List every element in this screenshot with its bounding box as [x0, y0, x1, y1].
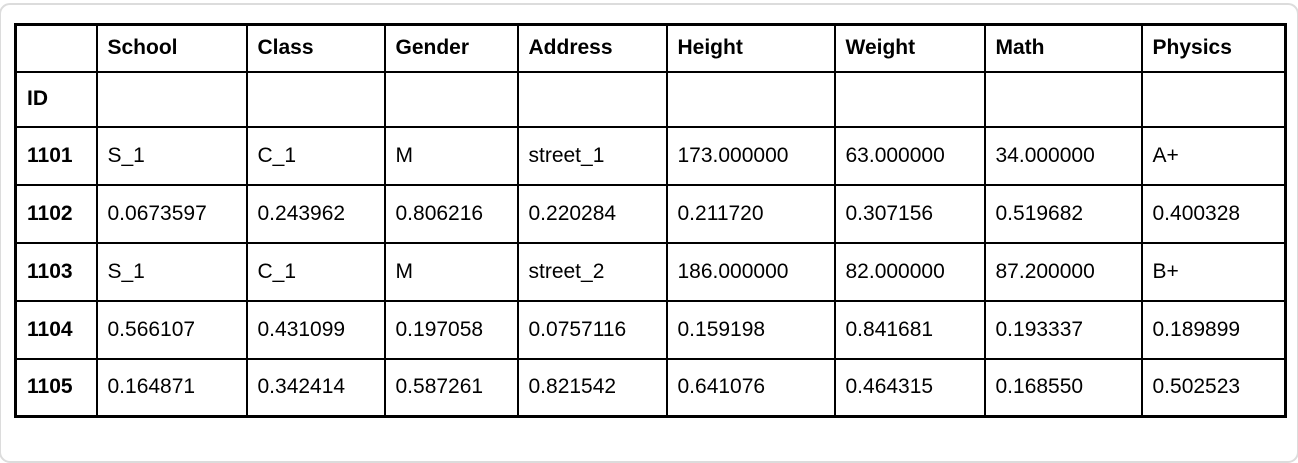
data-cell: 0.243962 — [245, 183, 386, 244]
data-cell: 0.197058 — [383, 299, 519, 360]
data-cell: 0.400328 — [1140, 183, 1287, 244]
data-cell: C_1 — [245, 241, 386, 302]
empty-cell — [665, 70, 836, 128]
data-cell: 0.164871 — [95, 357, 248, 418]
data-cell: 0.519682 — [983, 183, 1143, 244]
empty-cell — [833, 70, 986, 128]
data-cell: C_1 — [245, 125, 386, 186]
data-cell: street_2 — [516, 241, 668, 302]
dataframe-table: School Class Gender Address Height Weight Math… — [14, 23, 1287, 418]
column-header-school: School — [95, 23, 248, 73]
data-cell: 87.200000 — [983, 241, 1143, 302]
data-cell: B+ — [1140, 241, 1287, 302]
data-cell: 0.159198 — [665, 299, 836, 360]
row-index-cell: 1103 — [14, 241, 98, 302]
index-name-row: ID — [14, 70, 1287, 128]
column-header-class: Class — [245, 23, 386, 73]
column-header-weight: Weight — [833, 23, 986, 73]
data-cell: 0.502523 — [1140, 357, 1287, 418]
table-head: School Class Gender Address Height Weight Math… — [14, 23, 1287, 128]
data-cell: S_1 — [95, 241, 248, 302]
data-cell: 0.566107 — [95, 299, 248, 360]
column-header-height: Height — [665, 23, 836, 73]
data-cell: 0.821542 — [516, 357, 668, 418]
data-cell: 0.220284 — [516, 183, 668, 244]
data-cell: 0.641076 — [665, 357, 836, 418]
data-cell: 0.211720 — [665, 183, 836, 244]
corner-cell — [14, 23, 98, 73]
data-cell: 0.806216 — [383, 183, 519, 244]
row-index-cell: 1105 — [14, 357, 98, 418]
empty-cell — [1140, 70, 1287, 128]
row-index-cell: 1102 — [14, 183, 98, 244]
data-cell: 82.000000 — [833, 241, 986, 302]
column-header-row: School Class Gender Address Height Weight Math… — [14, 23, 1287, 73]
data-cell: M — [383, 125, 519, 186]
empty-cell — [383, 70, 519, 128]
empty-cell — [983, 70, 1143, 128]
table-row-1104: 1104 0.566107 0.431099 0.197058 0.0757116 0.1… — [14, 299, 1287, 360]
data-cell: 63.000000 — [833, 125, 986, 186]
column-header-gender: Gender — [383, 23, 519, 73]
empty-cell — [516, 70, 668, 128]
data-cell: 0.0757116 — [516, 299, 668, 360]
data-cell: 0.307156 — [833, 183, 986, 244]
data-cell: 0.193337 — [983, 299, 1143, 360]
data-cell: street_1 — [516, 125, 668, 186]
data-cell: 0.189899 — [1140, 299, 1287, 360]
data-cell: 34.000000 — [983, 125, 1143, 186]
data-cell: 0.0673597 — [95, 183, 248, 244]
data-cell: M — [383, 241, 519, 302]
data-cell: 0.587261 — [383, 357, 519, 418]
data-cell: 186.000000 — [665, 241, 836, 302]
data-cell: 0.464315 — [833, 357, 986, 418]
row-index-cell: 1101 — [14, 125, 98, 186]
table-row-1105: 1105 0.164871 0.342414 0.587261 0.821542 0.64… — [14, 357, 1287, 418]
column-header-address: Address — [516, 23, 668, 73]
empty-cell — [95, 70, 248, 128]
output-cell-container: School Class Gender Address Height Weight Math… — [0, 3, 1298, 463]
data-cell: A+ — [1140, 125, 1287, 186]
row-index-cell: 1104 — [14, 299, 98, 360]
index-name-cell: ID — [14, 70, 98, 128]
column-header-physics: Physics — [1140, 23, 1287, 73]
data-cell: 0.841681 — [833, 299, 986, 360]
column-header-math: Math — [983, 23, 1143, 73]
table-row-1102: 1102 0.0673597 0.243962 0.806216 0.220284 0.2… — [14, 183, 1287, 244]
data-cell: 0.342414 — [245, 357, 386, 418]
data-cell: S_1 — [95, 125, 248, 186]
data-cell: 0.168550 — [983, 357, 1143, 418]
data-cell: 173.000000 — [665, 125, 836, 186]
empty-cell — [245, 70, 386, 128]
data-cell: 0.431099 — [245, 299, 386, 360]
